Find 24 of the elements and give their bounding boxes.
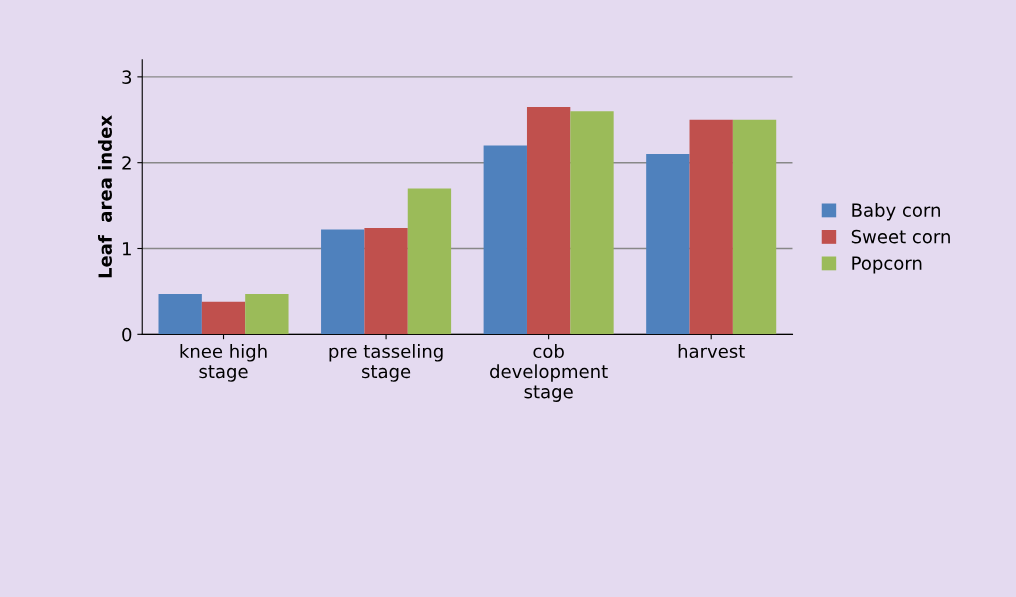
y-tick-label: 1 <box>123 242 131 256</box>
bar <box>483 145 527 335</box>
x-tick-label: harvest <box>678 344 745 359</box>
bar <box>158 293 202 335</box>
bar <box>245 293 289 335</box>
y-tick-label: 2 <box>122 156 131 170</box>
y-tick-label: 3 <box>122 70 132 84</box>
x-tick-label: cob development stage <box>490 344 608 402</box>
x-tick-label: pre tasseling stage <box>329 344 443 382</box>
bar <box>201 301 246 335</box>
bar <box>689 119 733 335</box>
y-axis-title: Leaf area index <box>98 115 112 278</box>
bar <box>526 106 571 335</box>
bar <box>646 154 690 335</box>
bar <box>364 227 408 335</box>
legend-label: Baby corn <box>852 202 940 221</box>
bar <box>732 119 777 335</box>
legend-label: Popcorn <box>852 256 922 274</box>
bar <box>321 229 365 335</box>
bar <box>407 188 452 335</box>
y-tick-label: 0 <box>122 327 132 342</box>
x-tick-label: knee high stage <box>180 344 267 382</box>
legend-label: Sweet corn <box>851 229 950 244</box>
bar <box>570 111 614 335</box>
